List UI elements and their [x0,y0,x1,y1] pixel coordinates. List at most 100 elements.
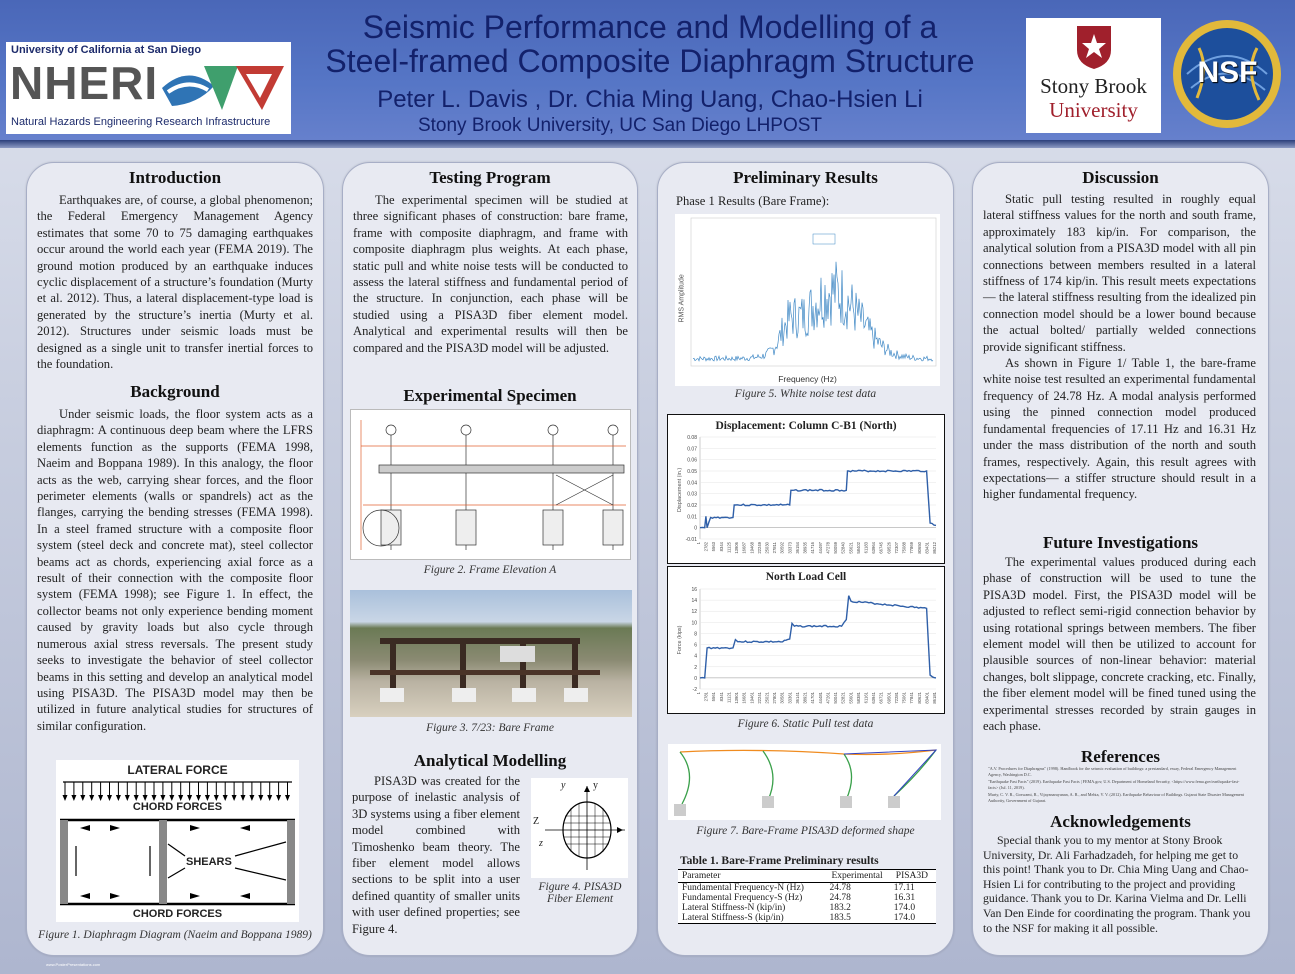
future-investigations-text: The experimental values produced during … [983,554,1256,734]
x-tick-label: 38921 [803,691,808,703]
table-cell: 24.78 [829,893,851,903]
load-arrowhead [115,795,121,801]
x-tick-label: 11125 [726,541,731,553]
table-row: Fundamental Frequency-S (Hz) 24.78 16.31 [678,893,936,903]
analytical-modelling-heading: Analytical Modelling [413,751,567,770]
x-tick-label: 83431 [924,541,929,553]
load-arrowhead [204,795,210,801]
table-cell: 174.0 [893,913,916,923]
y-tick-label: 0.07 [687,446,697,452]
x-tick-label: 75088 [902,541,907,553]
reference-item: "A.V. Procedures for Diaphragms" (1998).… [988,766,1237,777]
y-tick-label: 0.01 [687,514,697,520]
x-tick-label: 75061 [902,691,907,703]
references-list: "A.V. Procedures for Diaphragms" (1998).… [988,766,1246,803]
x-tick-label: 1 [696,691,701,694]
x-tick-label: 80621 [917,691,922,703]
y-tick-label: 0.02 [687,503,697,509]
x-tick-label: 16681 [742,691,747,703]
x-tick-label: 5561 [711,691,716,701]
x-tick-label: 55621 [848,541,853,553]
data-series-line [699,469,937,529]
discussion-paragraph-2: As shown in Figure 1/ Table 1, the bare-… [983,356,1256,502]
load-arrowhead [62,795,68,801]
testing-program-text: The experimental specimen will be studie… [353,192,628,356]
load-arrowhead [258,795,264,801]
introduction-paragraph: Earthquakes are, of course, a global phe… [37,193,313,372]
introduction-text: Earthquakes are, of course, a global phe… [37,192,313,372]
y-tick-label: 14 [691,598,697,604]
x-tick-label: 83401 [924,691,929,703]
figure-4-caption: Figure 4. PISA3D Fiber Element [528,881,632,905]
x-tick-label: 47261 [825,691,830,703]
table-1-results: Parameter Experimental PISA3D Fundamenta… [678,869,936,924]
load-arrowhead [151,795,157,801]
y-tick-label: 2 [694,665,697,671]
figure-7-deformed-shape [668,744,941,820]
table-row: Lateral Stiffness-N (kip/in) 183.2 174.0 [678,903,936,913]
x-tick-label: 22249 [757,541,762,553]
x-tick-label: 77841 [909,691,914,703]
x-tick-label: 69501 [886,691,891,703]
white-noise-spectrum-chart [690,217,937,367]
table-1-title: Table 1. Bare-Frame Preliminary results [680,855,879,867]
x-tick-label: 44497 [818,541,823,553]
figure-5-white-noise-chart: Frequency (Hz) RMS Amplitude [675,214,940,386]
x-tick-label: 33373 [787,541,792,553]
discussion-paragraph-1: Static pull testing resulted in roughly … [983,192,1256,354]
x-tick-label: 30581 [780,691,785,703]
load-arrowhead [133,795,139,801]
load-arrowhead [213,795,219,801]
x-tick-label: 52840 [841,541,846,553]
stony-brook-logo: Stony Brook University [1026,18,1161,133]
fig4-z-fiber-label: Z [533,816,540,827]
load-arrowhead [71,795,77,801]
nsf-globe-icon [1173,20,1281,128]
panel-discussion [972,162,1269,956]
load-arrowhead [196,795,201,801]
x-tick-label: 8341 [719,691,724,701]
sbu-name-line-2: University [1049,98,1138,122]
analytical-modelling-text: PISA3D was created for the purpose of in… [352,773,520,937]
nheri-logo: University of California at San Diego NH… [6,42,291,134]
phase-1-label: Phase 1 Results (Bare Frame): [676,194,830,208]
y-tick-label: 10 [691,620,697,626]
x-tick-label: 41701 [810,691,815,703]
x-tick-label: 52821 [841,691,846,703]
x-tick-label: 27811 [772,541,777,553]
pisa3d-deformed-shape-icon [674,749,938,816]
table-cell: 16.31 [893,893,916,903]
fig5-y-axis-label: RMS Amplitude [678,274,686,323]
load-arrowhead [107,795,112,801]
x-tick-label: 2782 [704,541,709,551]
figure-5-caption: Figure 5. White noise test data [734,388,877,400]
reference-item: "Earthquake Fast Facts" (2019). Earthqua… [988,779,1240,790]
load-cell-chart-plot: -2 0 2 4 6 8 10 12 14 16 1 2781 5561 8341 11121 13901 16… [691,587,937,704]
fig1-chord-forces-bottom: CHORD FORCES [132,908,223,920]
figure-6b-load-cell-chart: North Load Cell Force (kips) -2 0 2 4 6 8 10 12… [667,566,945,714]
load-arrowhead [142,795,148,801]
x-tick-label: 36154 [795,541,800,553]
figure-1-caption: Figure 1. Diaphragm Diagram (Naeim and B… [38,929,312,941]
affiliation: Stony Brook University, UC San Diego LHP… [417,115,823,136]
x-tick-label: 66745 [879,541,884,553]
experimental-specimen-heading: Experimental Specimen [403,386,577,405]
load-arrowhead [98,795,104,801]
preliminary-results-heading: Preliminary Results [733,168,878,187]
references-heading: References [1081,747,1160,766]
nheri-mark-icon [162,66,284,110]
testing-program-paragraph: The experimental specimen will be studie… [353,193,628,355]
figure-4-caption-line-2: Fiber Element [546,893,614,905]
displacement-chart-title: Displacement: Column C-B1 (North) [715,420,897,432]
table-cell: 17.11 [893,883,915,893]
load-arrowhead [249,795,255,801]
x-tick-label: 50041 [833,691,838,703]
fiber-element-section-icon [545,786,625,870]
fig1-load-arrows-icon [62,781,292,801]
table-cell: Fundamental Frequency-S (Hz) [682,893,803,903]
load-arrowhead [160,795,166,801]
x-tick-label: 36141 [795,691,800,703]
y-tick-label: 0.03 [687,492,697,498]
nheri-wordmark: NHERI [10,57,159,109]
